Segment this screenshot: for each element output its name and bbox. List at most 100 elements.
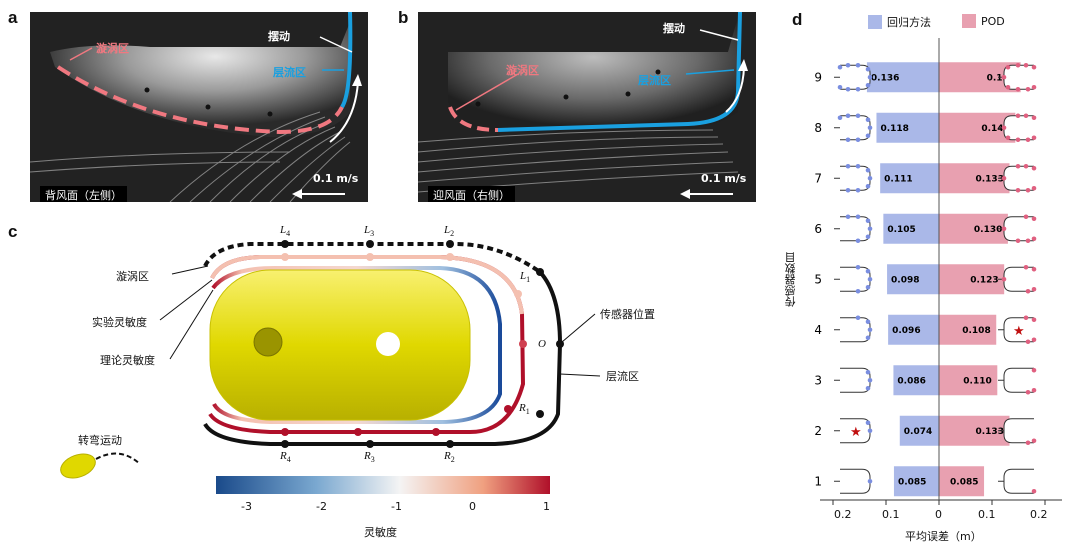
sensor-dot-pod (1031, 165, 1037, 171)
panel-a-label: a (8, 8, 18, 27)
sensor-L3: L3 (364, 224, 375, 239)
annot-laminar-b: 层流区 (638, 74, 671, 87)
bar-label-pod: 0.130 (974, 225, 1002, 235)
sensor-dot-pod (1031, 135, 1037, 141)
sensor-dot-regression (867, 125, 873, 131)
row-number: 7 (814, 171, 822, 185)
caption-a: 背风面（左侧） (40, 186, 127, 202)
bar-label-regression: 0.111 (884, 174, 912, 184)
colorbar-title: 灵敏度 (364, 526, 397, 539)
bar-pod (939, 163, 1010, 194)
panel-c-diagram (60, 240, 601, 494)
sensor-dot-regression (865, 133, 871, 139)
speed-label-a: 0.1 m/s (313, 172, 359, 185)
sensor-dot-regression (855, 187, 861, 193)
sensor-dot-pod (1023, 163, 1029, 169)
sensor-icon-right (1003, 165, 1034, 191)
sensor-dot-regression (865, 420, 871, 426)
sensor-dot-pod (1031, 488, 1037, 494)
bar-label-regression: 0.074 (904, 427, 932, 437)
bar-pod (939, 466, 985, 497)
bar-regression (888, 314, 939, 345)
sensor-dot-regression (865, 167, 871, 173)
sensor-dot-pod (1031, 115, 1037, 121)
sensor-dot-pod (1023, 214, 1029, 220)
sensor-dot-regression (867, 478, 873, 484)
sensor-dot-pod (1015, 137, 1021, 143)
bar-regression (893, 466, 939, 497)
sensor-dot-pod (1025, 86, 1031, 92)
sensor-dot-regression (865, 183, 871, 189)
sensor-dot-pod (1025, 238, 1031, 244)
sensor-dot-regression (865, 335, 871, 341)
sensor-dot-regression (867, 377, 873, 383)
sensor-icon-right (1003, 468, 1034, 494)
legend-regression: 回归方法 (868, 14, 931, 30)
sensor-dot-regression (865, 234, 871, 240)
bar-regression (876, 112, 939, 143)
sensor-O: O (538, 338, 546, 350)
sensor-dot-regression (865, 268, 871, 274)
sensor-icon-left (840, 216, 871, 242)
x-tick: 0.1 (978, 508, 996, 521)
sensor-dot-regression (845, 137, 851, 143)
sensor-dot-pod (1031, 387, 1037, 393)
sensor-dot-pod (1031, 185, 1037, 191)
x-tick: 0 (935, 508, 942, 521)
bar-pod (939, 314, 997, 345)
sensor-dot-pod (1031, 216, 1037, 222)
bar-label-regression: 0.105 (887, 225, 915, 235)
bar-label-pod: 0.133 (975, 427, 1003, 437)
bar-regression (887, 264, 939, 295)
sensor-dot-pod (1031, 438, 1037, 444)
sensor-dot-pod (1015, 238, 1021, 244)
sensor-dot-pod (1005, 84, 1011, 90)
legend-pod: POD (962, 14, 1005, 28)
bar-regression (880, 163, 939, 194)
sensor-dot-pod (1031, 367, 1037, 373)
sensor-dot-regression (855, 214, 861, 220)
sensor-L1: L1 (520, 270, 531, 285)
sensor-dot-regression (837, 115, 843, 121)
x-axis-label: 平均误差（m） (905, 530, 982, 543)
bar-regression (866, 62, 939, 93)
sensor-dot-regression (845, 86, 851, 92)
annot-vortex-a: 漩涡区 (96, 42, 129, 55)
sensor-dot-pod (1031, 317, 1037, 323)
sensor-L2: L2 (444, 224, 455, 239)
star-icon: ★ (850, 425, 862, 440)
star-icon: ★ (1013, 324, 1025, 339)
sensor-icon-right (1003, 367, 1034, 393)
panel-b-photo: 漩涡区 层流区 摆动 0.1 m/s 迎风面（右侧） (418, 12, 756, 202)
row-number: 2 (814, 424, 822, 438)
sensor-dot-pod (1025, 440, 1031, 446)
row-number: 8 (814, 121, 822, 135)
row-number: 1 (814, 474, 822, 488)
bar-label-regression: 0.096 (892, 326, 920, 336)
flow-visual-a (30, 12, 368, 202)
sensor-R3: R3 (364, 450, 375, 465)
sensor-dot-regression (867, 175, 873, 181)
sensor-dot-regression (855, 264, 861, 270)
sensor-dot-regression (855, 238, 861, 244)
sensor-icon-right (1003, 266, 1034, 292)
bar-label-pod: 0.144 (981, 124, 1009, 134)
panel-d-label: d (792, 10, 803, 29)
bar-regression (893, 365, 939, 396)
sensor-dot-regression (845, 214, 851, 220)
sensor-dot-regression (845, 163, 851, 169)
sensor-dot-pod (1025, 187, 1031, 193)
sensor-dot-pod (1025, 389, 1031, 395)
sensor-dot-pod (1005, 135, 1011, 141)
sensor-icon-right (1003, 216, 1034, 242)
sensor-dot-pod (1015, 163, 1021, 169)
caption-b: 迎风面（右侧） (428, 186, 515, 202)
sensor-dot-pod (1031, 286, 1037, 292)
sensor-dot-pod (1023, 113, 1029, 119)
label-vortex-c: 漩涡区 (116, 270, 149, 283)
sensor-dot-regression (837, 84, 843, 90)
colorbar-tick: 1 (543, 500, 550, 513)
sensor-dot-regression (845, 113, 851, 119)
sensor-dot-pod (1031, 64, 1037, 70)
x-tick: 0.1 (882, 508, 900, 521)
